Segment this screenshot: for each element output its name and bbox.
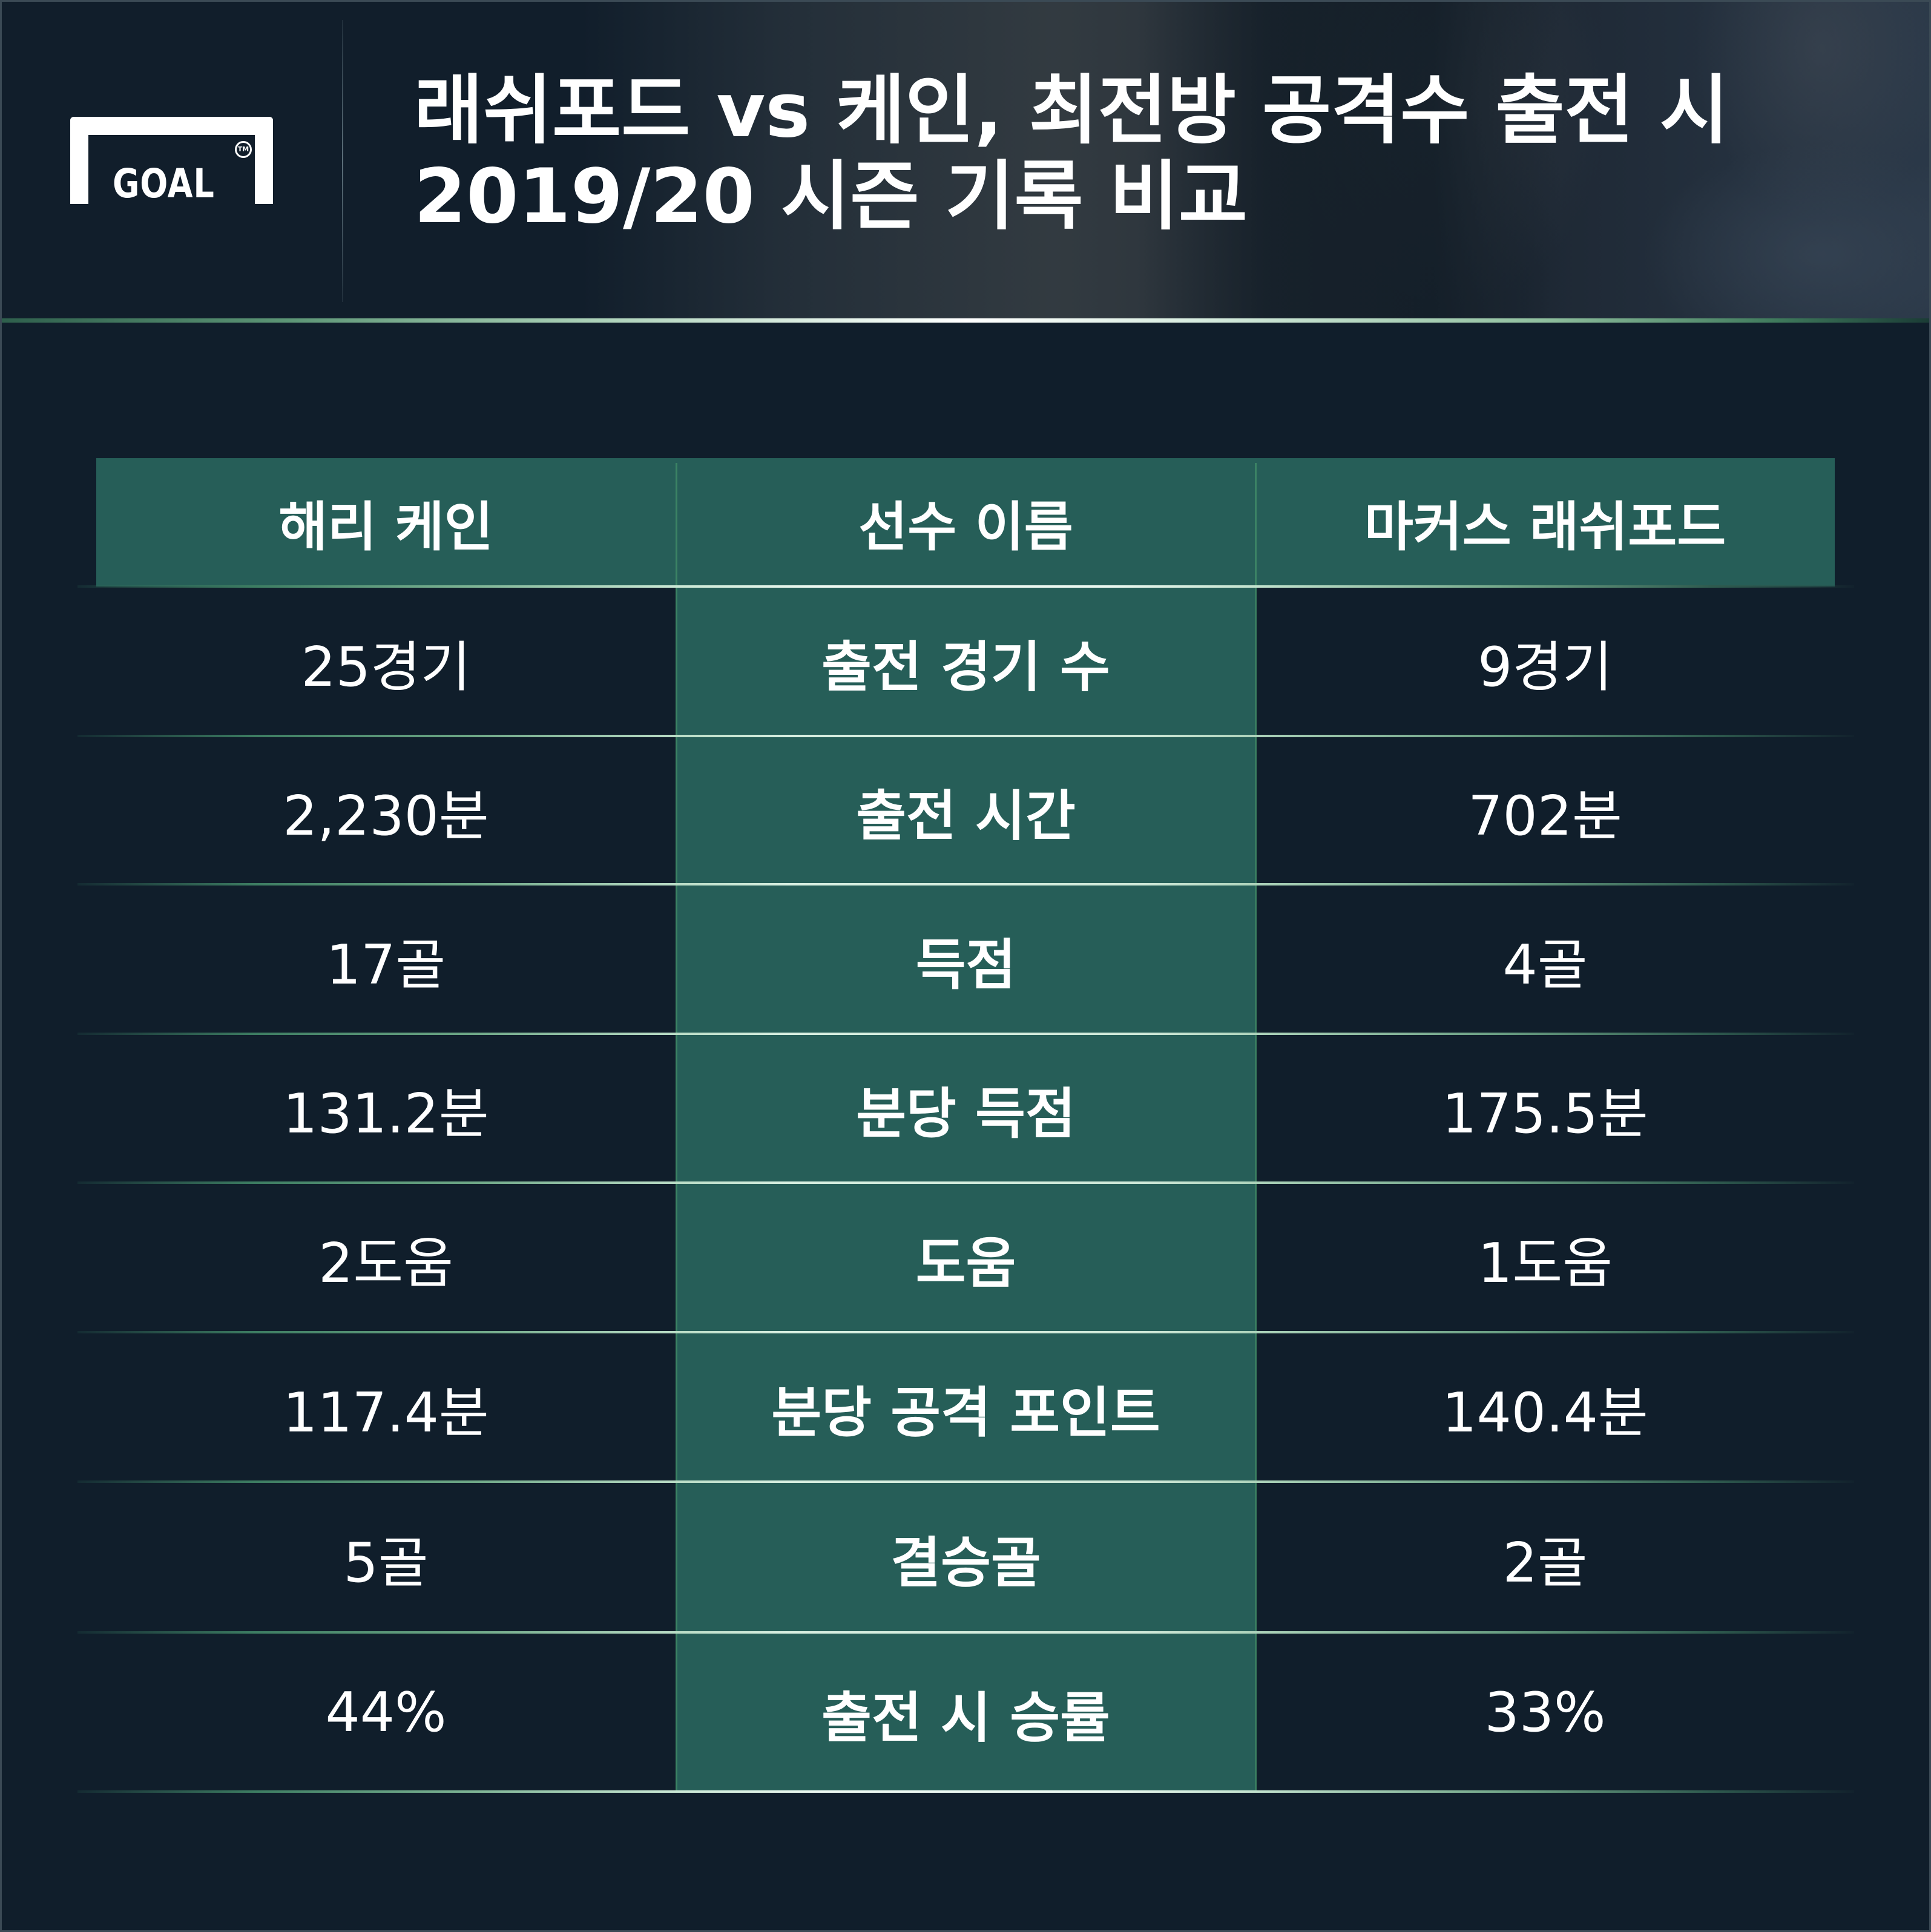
- header-divider: [342, 20, 343, 302]
- page-title: 래쉬포드 vs 케인, 최전방 공격수 출전 시 2019/20 시즌 기록 비…: [414, 68, 1867, 240]
- row-divider: [77, 1631, 1854, 1634]
- table-cell-stat-label: 분당 득점: [856, 1082, 1076, 1146]
- row-divider: [77, 1480, 1854, 1483]
- row-divider: [77, 1033, 1854, 1035]
- table-bottom-border: [77, 1790, 1854, 1793]
- header-banner: GOAL TM 래쉬포드 vs 케인, 최전방 공격수 출전 시 2019/20…: [0, 0, 1931, 320]
- table-cell-kane-value: 25경기: [301, 635, 471, 699]
- title-line-1: 래쉬포드 vs 케인, 최전방 공격수 출전 시: [414, 67, 1729, 154]
- table-cell-stat-label: 득점: [915, 933, 1016, 997]
- row-divider: [77, 735, 1854, 737]
- table-cell-kane-value: 131.2분: [283, 1082, 489, 1146]
- table-cell-stat-label: 출전 시 승률: [821, 1686, 1110, 1750]
- table-cell-rashford-value: 4골: [1502, 933, 1588, 997]
- table-cell-kane-value: 2,230분: [283, 784, 489, 848]
- table-cell-rashford-value: 175.5분: [1442, 1082, 1648, 1146]
- table-cell-rashford-value: 33%: [1484, 1681, 1606, 1744]
- goal-logo: GOAL TM: [70, 117, 273, 204]
- column-divider-right: [1255, 463, 1257, 1792]
- header-underline: [0, 318, 1931, 323]
- goal-logo-text: GOAL: [113, 160, 215, 207]
- table-cell-rashford-value: 2골: [1502, 1531, 1588, 1595]
- table-cell-stat-label: 분당 공격 포인트: [771, 1381, 1160, 1445]
- goal-logo-frame-icon: [70, 117, 273, 204]
- title-line-2: 2019/20 시즌 기록 비교: [414, 153, 1248, 240]
- table-cell-kane-value: 2도움: [318, 1231, 453, 1295]
- table-cell-rashford-value: 702분: [1468, 784, 1622, 848]
- table-cell-rashford-value: 1도움: [1478, 1231, 1613, 1295]
- label-column-background: [676, 458, 1255, 1792]
- row-divider: [77, 883, 1854, 886]
- table-cell-kane-value: 44%: [325, 1681, 447, 1744]
- row-divider: [77, 1331, 1854, 1333]
- column-header-marcus-rashford: 마커스 래쉬포드: [1364, 495, 1726, 558]
- table-cell-kane-value: 5골: [343, 1531, 429, 1595]
- table-cell-kane-value: 117.4분: [283, 1381, 489, 1445]
- header-row-divider: [77, 585, 1854, 588]
- trademark-icon: TM: [235, 141, 252, 158]
- column-header-player-name: 선수 이름: [858, 495, 1073, 558]
- table-cell-rashford-value: 140.4분: [1442, 1381, 1648, 1445]
- table-cell-stat-label: 결승골: [890, 1531, 1041, 1595]
- table-cell-kane-value: 17골: [326, 933, 446, 997]
- column-header-harry-kane: 해리 케인: [278, 495, 493, 558]
- table-cell-stat-label: 출전 경기 수: [821, 635, 1110, 699]
- row-divider: [77, 1181, 1854, 1184]
- column-divider-left: [676, 463, 677, 1792]
- table-cell-rashford-value: 9경기: [1478, 635, 1613, 699]
- table-cell-stat-label: 도움: [915, 1231, 1016, 1295]
- table-cell-stat-label: 출전 시간: [856, 784, 1076, 848]
- header-photo-shadow: [1138, 0, 1562, 320]
